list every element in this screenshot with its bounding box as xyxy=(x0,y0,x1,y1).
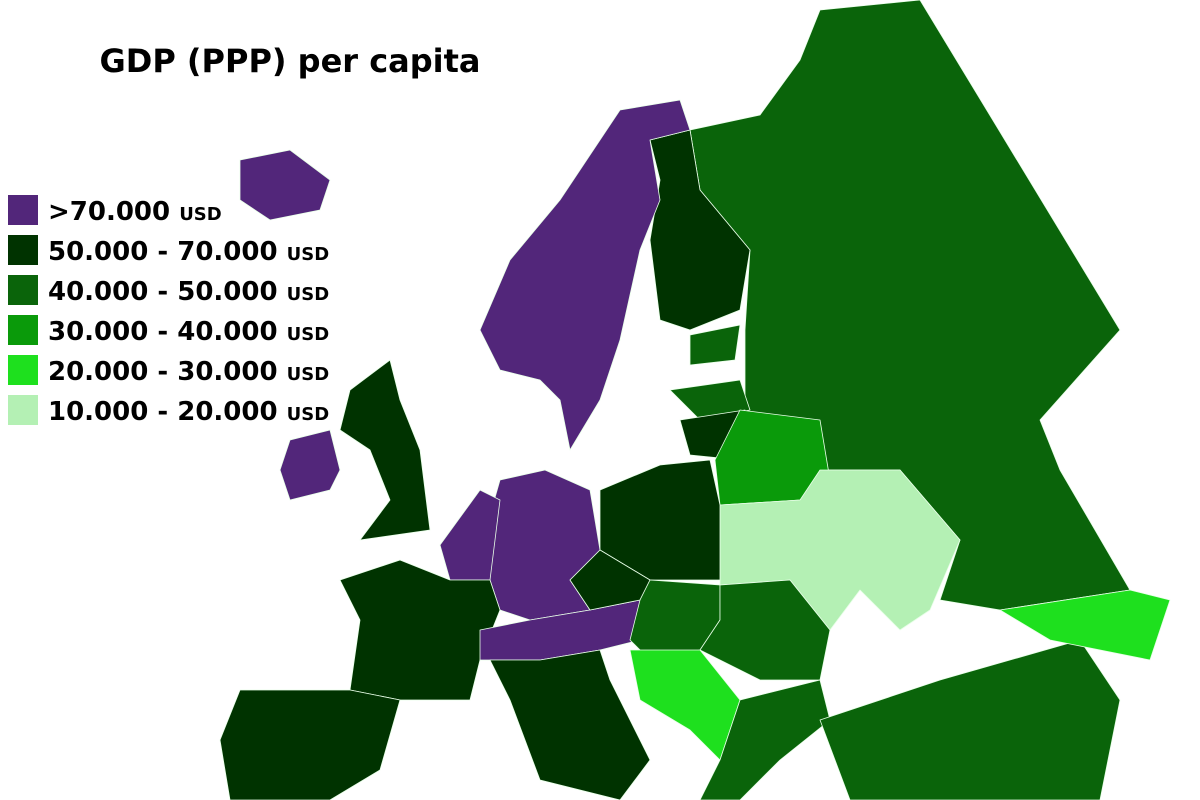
benelux xyxy=(439,489,501,581)
countries xyxy=(219,0,1171,800)
legend-range: 40.000 - 50.000 xyxy=(48,277,278,307)
southern-balkans xyxy=(699,679,831,800)
scandinavia xyxy=(479,99,691,451)
iberia xyxy=(219,689,401,800)
legend-swatch xyxy=(8,355,38,385)
iceland xyxy=(239,149,331,221)
legend-swatch xyxy=(8,395,38,425)
legend-label: 30.000 - 40.000 USD xyxy=(48,317,329,347)
legend-unit: USD xyxy=(287,364,330,385)
legend-range: 10.000 - 20.000 xyxy=(48,397,278,427)
legend-label: >70.000 USD xyxy=(48,197,222,227)
map-title: GDP (PPP) per capita xyxy=(99,42,480,80)
legend-unit: USD xyxy=(287,404,330,425)
latvia xyxy=(669,379,751,421)
legend-swatch xyxy=(8,195,38,225)
legend-unit: USD xyxy=(287,324,330,345)
ireland xyxy=(279,429,341,501)
legend-range: 30.000 - 40.000 xyxy=(48,317,278,347)
legend-label: 40.000 - 50.000 USD xyxy=(48,277,329,307)
france xyxy=(339,559,501,701)
uk xyxy=(339,359,431,541)
legend-label: 50.000 - 70.000 USD xyxy=(48,237,329,267)
legend-unit: USD xyxy=(179,204,222,225)
legend-range: 20.000 - 30.000 xyxy=(48,357,278,387)
legend-unit: USD xyxy=(287,244,330,265)
legend-swatch xyxy=(8,235,38,265)
legend-range: 50.000 - 70.000 xyxy=(48,237,278,267)
legend-swatch xyxy=(8,315,38,345)
turkey xyxy=(819,639,1121,800)
russia xyxy=(689,0,1131,611)
italy xyxy=(489,649,651,800)
caucasus xyxy=(999,589,1171,661)
legend-swatch xyxy=(8,275,38,305)
romania xyxy=(699,579,831,681)
legend-label: 10.000 - 20.000 USD xyxy=(48,397,329,427)
legend-unit: USD xyxy=(287,284,330,305)
legend-label: 20.000 - 30.000 USD xyxy=(48,357,329,387)
legend-range: >70.000 xyxy=(48,197,170,227)
estonia xyxy=(689,324,741,366)
western-balkans xyxy=(629,649,741,761)
